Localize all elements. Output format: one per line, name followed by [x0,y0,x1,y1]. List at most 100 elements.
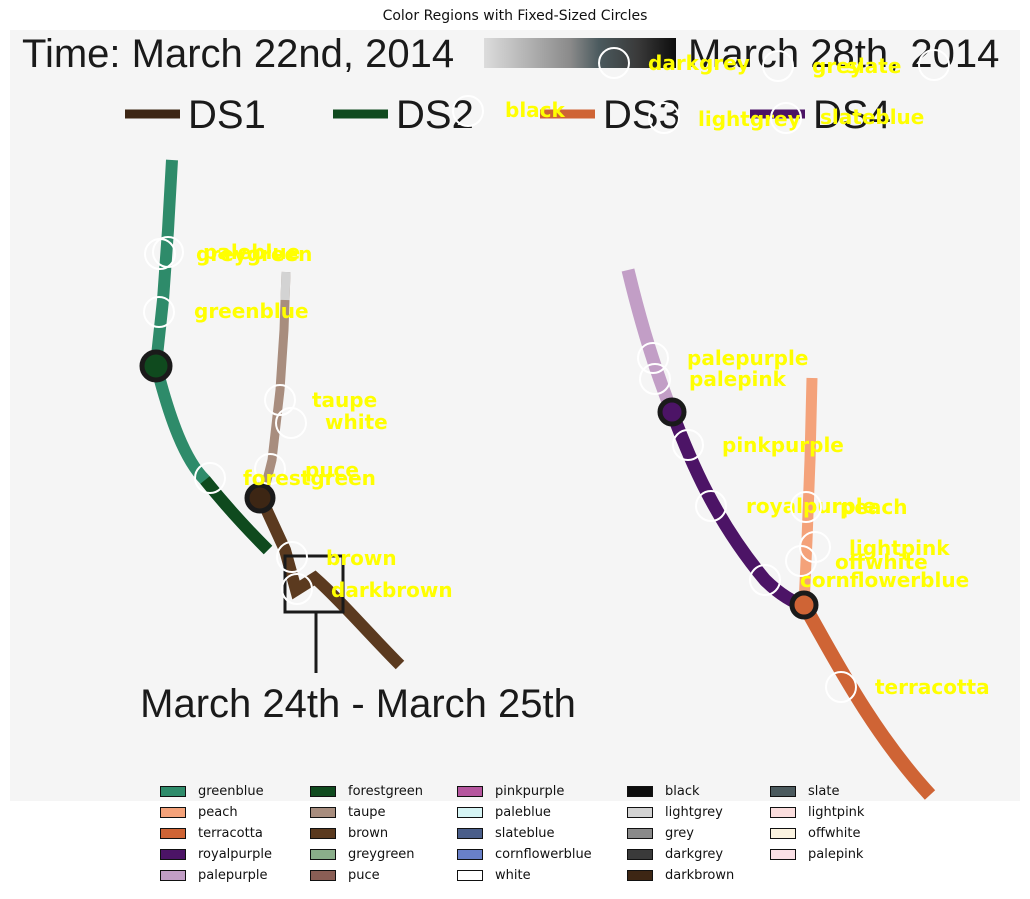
annotation-label-palepink: palepink [689,367,787,391]
ds1-legend-text: DS1 [188,93,266,137]
ds1-track-upper [257,271,291,502]
legend-label: terracotta [198,826,263,841]
annotation-label-peach: peach [840,495,907,519]
legend-swatch [627,807,653,818]
inset-caption: March 24th - March 25th [140,682,576,726]
legend-label: white [495,868,531,883]
legend-label: cornflowerblue [495,847,592,862]
annotation-label-pinkpurple: pinkpurple [722,433,844,457]
legend-swatch [457,786,483,797]
legend-item-greygreen: greygreen [310,847,415,862]
annotation-label-grey: grey [812,54,863,78]
legend-item-white: white [457,868,531,883]
annotation-label-slateblue: slateblue [820,105,924,129]
legend-item-royalpurple: royalpurple [160,847,272,862]
legend-label: offwhite [808,826,861,841]
annotation-circle-slateblue [770,102,802,134]
legend-item-terracotta: terracotta [160,826,263,841]
annotation-label-taupe: taupe [312,388,377,412]
annotation-circle-puce [254,453,286,485]
legend-swatch [770,786,796,797]
legend-label: greenblue [198,784,264,799]
time-gradient-bar [484,38,676,68]
annotation-circle-royalpurple [695,490,727,522]
legend-swatch [457,828,483,839]
annotation-label-greygreen: greygreen [196,242,312,266]
annotation-circle-white [275,407,307,439]
annotation-circle-lightgrey [648,102,680,134]
ds1-track-top [280,271,291,301]
legend-swatch [627,786,653,797]
annotation-circle-darkgrey [598,47,630,79]
legend-label: paleblue [495,805,551,820]
time-start-text: Time: March 22nd, 2014 [22,32,454,76]
legend-item-forestgreen: forestgreen [310,784,423,799]
ds1-marker [244,482,276,514]
legend-label: brown [348,826,389,841]
ds4-marker [657,397,687,427]
annotation-label-lightgrey: lightgrey [698,107,801,131]
ds3-legend-text: DS3 [603,93,681,137]
legend-label: darkgrey [665,847,724,862]
legend-swatch [770,849,796,860]
ds2-track-upper [150,159,178,366]
legend-label: darkbrown [665,868,735,883]
legend-swatch [310,870,336,881]
legend-swatch [770,828,796,839]
legend-label: slateblue [495,826,555,841]
legend-label: pinkpurple [495,784,565,799]
annotation-label-darkgrey: darkgrey [648,51,750,75]
legend-swatch [160,870,186,881]
annotation-circle-greygreen [144,238,176,270]
annotation-label-white: white [325,410,388,434]
annotation-circle-darkbrown [281,573,313,605]
legend-swatch [160,807,186,818]
annotation-label-puce: puce [305,458,359,482]
legend-swatch [627,849,653,860]
annotation-circle-forestgreen [194,462,226,494]
annotation-circle-slate [918,49,950,81]
legend-item-slate: slate [770,784,839,799]
legend-swatch [310,786,336,797]
image-background [10,30,1020,801]
ds2-track-lower [200,476,273,555]
annotation-label-offwhite: offwhite [835,550,928,574]
figure-title: Color Regions with Fixed-Sized Circles [382,8,648,24]
annotation-circle-cornflowerblue [749,564,781,596]
legend-item-darkbrown: darkbrown [627,868,734,883]
legend-item-lightgrey: lightgrey [627,805,723,820]
legend-swatch [160,786,186,797]
legend-swatch [457,870,483,881]
annotation-label-black: black [505,98,566,122]
legend-swatch [457,807,483,818]
annotation-circle-greenblue [143,296,175,328]
annotation-circle-taupe [264,384,296,416]
legend-label: lightpink [808,805,865,820]
legend-swatch [627,828,653,839]
inset-box [283,554,345,614]
legend-item-palepink: palepink [770,847,863,862]
ds3-marker [789,590,819,620]
legend-label: grey [665,826,695,841]
legend-swatch [160,849,186,860]
legend-item-brown: brown [310,826,388,841]
annotation-circle-pinkpurple [672,429,704,461]
ds2-legend-text: DS2 [396,93,474,137]
legend-swatch [310,807,336,818]
time-end-text: March 28th, 2014 [688,32,999,76]
legend-item-greenblue: greenblue [160,784,264,799]
legend-label: puce [348,868,380,883]
legend-swatch [310,828,336,839]
legend-item-paleblue: paleblue [457,805,551,820]
legend-swatch [160,828,186,839]
ds3-track-upper [798,377,818,606]
legend-swatch [310,849,336,860]
annotation-circle-palepurple [637,342,669,374]
legend-item-puce: puce [310,868,380,883]
legend-item-offwhite: offwhite [770,826,861,841]
legend-item-palepurple: palepurple [160,868,268,883]
annotation-circle-black [452,95,484,127]
ds2-marker [139,349,173,383]
annotation-circle-palepink [639,363,671,395]
